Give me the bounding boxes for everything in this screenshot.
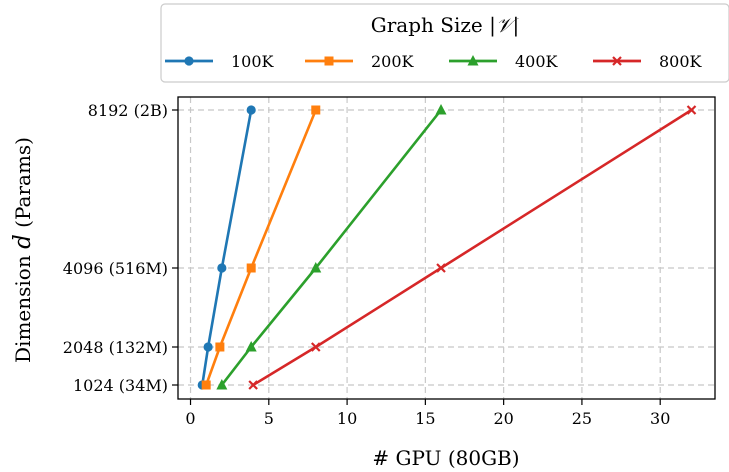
legend-marker <box>184 56 194 66</box>
y-tick-label: 4096 (516M) <box>63 259 168 278</box>
y-tick-label: 2048 (132M) <box>63 338 168 357</box>
grid <box>178 97 715 399</box>
data-point <box>216 379 228 390</box>
legend-label: 400K <box>515 52 559 71</box>
plot-frame <box>177 96 716 400</box>
series-800K <box>248 105 697 390</box>
series-line <box>200 108 253 387</box>
data-point <box>203 342 213 352</box>
y-tick-label: 8192 (2B) <box>88 101 168 120</box>
series-100K <box>197 105 256 390</box>
data-point <box>310 262 322 273</box>
series-200K <box>201 105 321 390</box>
y-axis: 1024 (34M) 2048 (132M) 4096 (516M) 8192 (2B… <box>63 101 178 395</box>
series-line <box>204 108 318 387</box>
x-tick-label: 30 <box>650 409 670 428</box>
x-tick-label: 25 <box>572 409 592 428</box>
legend-frame <box>160 3 729 83</box>
legend-label: 100K <box>231 52 275 71</box>
data-point <box>245 341 257 352</box>
data-point <box>686 105 697 115</box>
legend-item-200K: 200K <box>305 52 415 71</box>
y-axis-label: Dimension d (Params) <box>10 137 36 363</box>
x-tick-label: 10 <box>337 409 357 428</box>
series-line <box>220 108 443 387</box>
series-line <box>251 108 693 387</box>
legend-marker <box>324 56 334 66</box>
x-axis-label: # GPU (80GB) <box>372 446 519 470</box>
x-tick-label: 15 <box>415 409 435 428</box>
x-axis: 0 5 10 15 20 25 30 <box>185 399 670 428</box>
y-tick-label: 1024 (34M) <box>73 376 168 395</box>
legend-item-400K: 400K <box>449 52 559 71</box>
data-point <box>310 342 321 352</box>
data-point <box>217 263 227 273</box>
legend: Graph Size |𝒱| 100K 200K 400K 800K <box>160 3 729 83</box>
data-point <box>248 380 258 390</box>
x-tick-label: 5 <box>264 409 274 428</box>
data-point <box>435 104 447 115</box>
data-point <box>215 342 225 352</box>
data-point <box>246 263 256 273</box>
legend-label: 800K <box>659 52 703 71</box>
legend-item-100K: 100K <box>165 52 275 71</box>
series-400K <box>216 104 447 390</box>
data-point <box>311 105 321 115</box>
x-tick-label: 20 <box>493 409 513 428</box>
data-point <box>436 263 446 273</box>
series-layer <box>197 104 697 390</box>
data-point <box>201 380 211 390</box>
data-point <box>246 105 256 115</box>
legend-marker <box>467 55 479 66</box>
legend-title: Graph Size |𝒱| <box>371 13 520 38</box>
x-tick-label: 0 <box>185 409 195 428</box>
legend-label: 200K <box>371 52 415 71</box>
legend-item-800K: 800K <box>593 52 703 71</box>
legend-marker <box>612 56 622 66</box>
